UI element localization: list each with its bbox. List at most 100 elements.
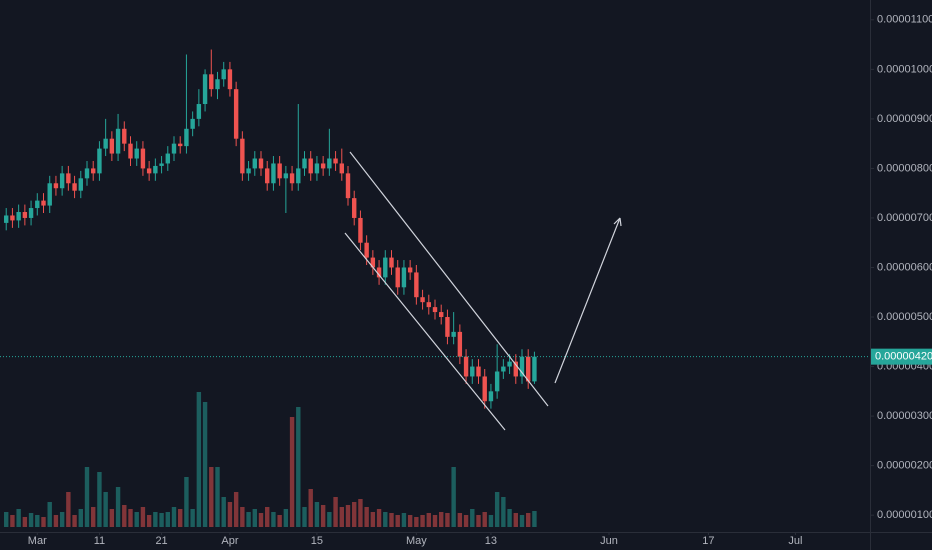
candle-body	[159, 163, 164, 166]
candle-body	[221, 69, 226, 80]
volume-bar	[78, 509, 83, 527]
x-tick-label: Mar	[28, 535, 47, 547]
candle-body	[358, 217, 363, 243]
x-tick-label: Jul	[788, 535, 802, 547]
volume-bar	[28, 513, 34, 527]
volume-bar	[532, 511, 537, 527]
volume-bar	[308, 489, 313, 527]
volume-bar	[501, 497, 506, 527]
candle-body	[165, 153, 170, 164]
volume-bar	[457, 513, 463, 527]
candle-body	[432, 307, 438, 313]
volume-bar	[277, 515, 282, 527]
candle-body	[532, 356, 537, 382]
candle-body	[47, 183, 52, 206]
volume-bar	[519, 515, 525, 527]
candle-body	[265, 168, 270, 184]
volume-bar	[233, 492, 239, 527]
candle-body	[184, 128, 189, 147]
volume-bar	[463, 515, 469, 527]
volume-bar	[35, 515, 40, 527]
volume-bar	[289, 417, 295, 527]
arrow-head	[613, 217, 622, 227]
candle-body	[28, 208, 34, 218]
candle-body	[494, 371, 500, 392]
candle-body	[53, 183, 59, 189]
y-tick-label: 0.00000200	[877, 460, 932, 472]
x-tick-label: 13	[485, 535, 497, 547]
candle-body	[140, 148, 146, 169]
last-price-box	[871, 348, 932, 365]
candle-body	[146, 168, 152, 174]
channel-lower	[344, 232, 506, 431]
candle-body	[414, 272, 419, 298]
volume-bar	[146, 515, 152, 527]
volume-bar	[190, 509, 195, 527]
candle-body	[383, 257, 388, 278]
volume-bar	[41, 517, 46, 527]
candle-body	[320, 163, 326, 169]
candle-body	[389, 257, 394, 268]
candle-body	[407, 267, 413, 273]
candle-body	[41, 200, 46, 206]
candle-body	[507, 361, 512, 367]
candle-body	[314, 163, 320, 174]
volume-bar	[240, 507, 245, 527]
volume-bar	[134, 512, 139, 527]
volume-layer	[4, 392, 537, 527]
candle-body	[519, 356, 525, 377]
candle-body	[35, 200, 40, 209]
candle-body	[488, 391, 494, 402]
candle-body	[376, 267, 382, 278]
candle-body	[91, 168, 96, 174]
y-tick-label: 0.00000700	[877, 212, 932, 224]
volume-bar	[159, 513, 164, 527]
candle-body	[59, 173, 65, 189]
volume-bar	[252, 509, 257, 527]
volume-bar	[10, 515, 15, 527]
volume-bar	[22, 517, 28, 527]
candle-body	[308, 158, 313, 174]
volume-bar	[432, 515, 438, 527]
volume-bar	[376, 509, 382, 527]
candle-body	[426, 302, 431, 308]
candle-body	[352, 198, 357, 218]
volume-bar	[439, 512, 444, 527]
candle-body	[84, 168, 90, 179]
volume-bar	[84, 467, 90, 527]
volume-bar	[358, 499, 363, 527]
y-tick-label: 0.00000300	[877, 410, 932, 422]
candle-body	[240, 138, 245, 174]
volume-bar	[296, 407, 301, 527]
candle-body	[10, 215, 15, 221]
x-tick-label: May	[406, 535, 427, 547]
volume-bar	[395, 515, 400, 527]
candle-body	[296, 168, 301, 184]
volume-bar	[215, 467, 220, 527]
candle-body	[22, 212, 28, 218]
candle-body	[97, 148, 102, 174]
volume-bar	[153, 512, 158, 527]
candle-body	[109, 138, 115, 154]
candle-body	[196, 104, 202, 119]
volume-bar	[420, 515, 425, 527]
candle-body	[463, 356, 469, 377]
x-tick-label: 17	[702, 535, 714, 547]
volume-bar	[165, 512, 170, 527]
candle-body	[370, 257, 376, 268]
candle-body	[215, 79, 220, 90]
volume-bar	[246, 512, 251, 527]
candle-body	[476, 366, 481, 377]
arrow-line	[554, 217, 621, 384]
volume-bar	[513, 513, 518, 527]
volume-bar	[494, 492, 500, 527]
channel-upper	[349, 151, 549, 407]
candle-body	[233, 89, 239, 139]
candle-body	[227, 69, 233, 90]
y-tick-label: 0.00001100	[877, 14, 932, 26]
y-tick-label: 0.00001000	[877, 63, 932, 75]
candle-body	[513, 361, 518, 377]
volume-bar	[345, 505, 351, 527]
